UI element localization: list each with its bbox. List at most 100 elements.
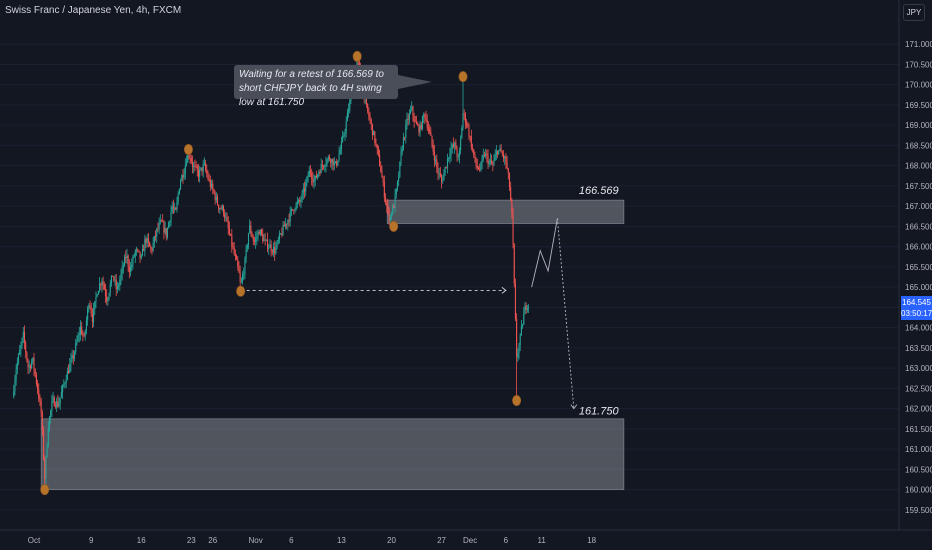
candle-body bbox=[411, 106, 413, 110]
candle-body bbox=[245, 248, 247, 259]
candle-body bbox=[300, 200, 302, 202]
candle-body bbox=[436, 159, 438, 168]
candle-body bbox=[483, 155, 485, 156]
x-tick-label: 26 bbox=[208, 536, 217, 545]
candle-body bbox=[449, 154, 451, 158]
x-tick-label: 27 bbox=[437, 536, 446, 545]
candle-body bbox=[405, 124, 407, 138]
candle-body bbox=[23, 331, 26, 343]
candle-body bbox=[415, 121, 418, 125]
candle-body bbox=[258, 232, 260, 235]
candle-body bbox=[180, 181, 182, 189]
candle-body bbox=[527, 307, 530, 309]
candle-body bbox=[114, 280, 116, 282]
candle-body bbox=[388, 208, 390, 222]
candle-body bbox=[435, 159, 437, 161]
candle-body bbox=[325, 163, 327, 167]
candle-body bbox=[126, 255, 128, 258]
candle-body bbox=[460, 138, 462, 151]
candle-body bbox=[88, 305, 90, 309]
candle-body bbox=[280, 233, 282, 235]
candle-body bbox=[324, 166, 326, 167]
candle-body bbox=[59, 397, 61, 404]
candle-body bbox=[219, 208, 221, 210]
candle-body bbox=[464, 113, 466, 124]
x-tick-label: 18 bbox=[587, 536, 596, 545]
candle-body bbox=[207, 173, 209, 180]
candle-body bbox=[441, 176, 443, 182]
candle-body bbox=[328, 157, 331, 160]
candle-body bbox=[294, 209, 296, 211]
candle-body bbox=[137, 249, 139, 251]
candle-body bbox=[71, 355, 73, 360]
candle-body bbox=[461, 127, 463, 139]
candle-body bbox=[82, 334, 84, 336]
candle-body bbox=[39, 398, 41, 402]
candle-body bbox=[510, 186, 512, 201]
candle-body bbox=[349, 100, 351, 111]
x-tick-label: 20 bbox=[387, 536, 396, 545]
candle-body bbox=[305, 183, 307, 192]
y-tick-label: 170.500 bbox=[905, 60, 932, 69]
candle-body bbox=[155, 236, 157, 237]
candle-body bbox=[19, 350, 21, 355]
candle-body bbox=[394, 194, 396, 208]
candle-body bbox=[178, 188, 180, 195]
candle-body bbox=[458, 150, 460, 157]
candle-body bbox=[249, 225, 251, 234]
candle-body bbox=[224, 213, 226, 218]
candle-body bbox=[212, 183, 214, 190]
candle-body bbox=[306, 177, 308, 184]
candle-body bbox=[283, 224, 285, 227]
candle-body bbox=[265, 239, 267, 241]
time-axis[interactable]: Oct 9 16 23 26 Nov 6 13 20 27 Dec 6 11 18 bbox=[28, 536, 597, 545]
candle-body bbox=[439, 173, 441, 177]
candle-body bbox=[400, 152, 402, 162]
bar-countdown: 03:50:17 bbox=[901, 309, 932, 318]
candle-body bbox=[172, 206, 174, 209]
candle-body bbox=[77, 335, 79, 341]
candle-body bbox=[485, 153, 487, 156]
candle-body bbox=[81, 326, 83, 335]
candle-body bbox=[56, 401, 58, 408]
candle-body bbox=[76, 340, 78, 344]
candle-body bbox=[476, 165, 478, 168]
candle-body bbox=[45, 456, 47, 479]
candle-body bbox=[168, 222, 170, 229]
candle-body bbox=[432, 144, 434, 152]
candle-body bbox=[15, 369, 17, 381]
candle-body bbox=[145, 239, 147, 243]
candle-body bbox=[498, 149, 500, 154]
candle-body bbox=[182, 175, 184, 178]
candle-body bbox=[236, 256, 238, 260]
candle-body bbox=[506, 162, 508, 169]
candle-body bbox=[35, 374, 37, 384]
y-gridlines bbox=[0, 43, 899, 511]
candle-body bbox=[448, 157, 450, 159]
candle-body bbox=[157, 228, 159, 230]
candle-body bbox=[425, 117, 427, 121]
candle-body bbox=[31, 361, 33, 369]
currency-button[interactable]: JPY bbox=[903, 4, 925, 21]
candle-body bbox=[299, 199, 301, 202]
candle-body bbox=[307, 176, 309, 178]
candle-body bbox=[115, 280, 117, 290]
candle-body bbox=[231, 235, 233, 247]
candle-body bbox=[396, 181, 399, 189]
candle-body bbox=[181, 175, 183, 182]
y-tick-label: 162.000 bbox=[905, 405, 932, 414]
candle-body bbox=[369, 116, 371, 121]
candle-body bbox=[423, 114, 425, 117]
candle-body bbox=[334, 161, 337, 163]
y-tick-label: 161.500 bbox=[905, 425, 932, 434]
candle-body bbox=[197, 170, 199, 177]
candle-body bbox=[398, 177, 400, 182]
candle-body bbox=[508, 173, 511, 187]
y-tick-label: 164.000 bbox=[905, 324, 932, 333]
callout-note[interactable]: Waiting for a retest of 166.569 to short… bbox=[234, 65, 398, 108]
candle-body bbox=[194, 165, 196, 167]
swing-markers bbox=[40, 50, 522, 496]
candle-body bbox=[127, 255, 129, 267]
candle-body bbox=[213, 189, 215, 193]
